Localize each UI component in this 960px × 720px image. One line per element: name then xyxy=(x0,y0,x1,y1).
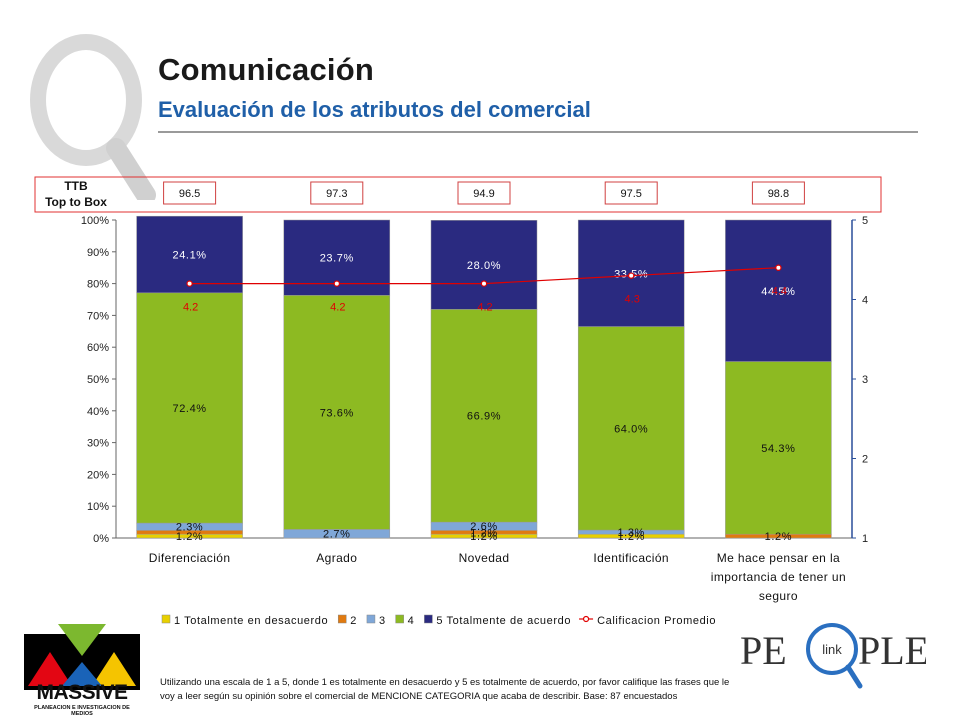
people-link-logo: PE link PLE xyxy=(740,623,926,689)
bar-value-label: 2.3% xyxy=(176,522,203,534)
legend-label: 2 xyxy=(350,615,357,627)
bar-value-label: 24.1% xyxy=(172,250,206,262)
bar-segment xyxy=(430,220,538,310)
y-right-tick-label: 5 xyxy=(862,215,868,227)
average-point xyxy=(480,280,488,287)
ttb-value-box xyxy=(604,181,658,205)
ttb-value: 98.8 xyxy=(768,188,789,200)
average-label: 4.2 xyxy=(183,302,198,314)
magnifier-q-icon xyxy=(30,34,156,200)
bar-value-label: 44.5% xyxy=(761,286,795,298)
y-right-tick-label: 2 xyxy=(862,454,868,466)
ttb-value-box xyxy=(163,181,217,205)
bar-value-label: 64.0% xyxy=(614,423,648,435)
y-left-tick-label: 40% xyxy=(87,406,109,418)
y-left-tick-label: 20% xyxy=(87,469,109,481)
title-divider xyxy=(158,131,918,133)
massive-wordmark: MASSIVE xyxy=(36,681,128,704)
ttb-label-line1: TTB xyxy=(64,179,88,193)
y-left-tick-label: 30% xyxy=(87,438,109,450)
bar-segment xyxy=(577,326,685,531)
y-left-tick-label: 10% xyxy=(87,501,109,513)
ttb-value-box xyxy=(457,181,511,205)
massive-logo xyxy=(24,624,140,690)
average-label: 4.2 xyxy=(477,302,492,314)
bar-segment xyxy=(136,215,243,294)
x-tick-label: Diferenciación xyxy=(149,551,231,565)
legend-swatch xyxy=(366,614,376,624)
x-tick-label: seguro xyxy=(759,589,798,603)
ttb-value: 97.5 xyxy=(620,188,641,200)
legend-swatch xyxy=(582,615,590,623)
ttb-value: 94.9 xyxy=(473,188,494,200)
average-point xyxy=(775,264,782,271)
bar-value-label: 1.2% xyxy=(617,531,644,543)
x-tick-label: Novedad xyxy=(459,551,510,565)
x-tick-label: importancia de tener un xyxy=(711,570,846,584)
x-tick-label: Identificación xyxy=(593,551,669,565)
bar-value-label: 54.3% xyxy=(761,443,795,455)
ttb-box xyxy=(34,176,882,213)
y-left-tick-label: 80% xyxy=(87,279,109,291)
average-point xyxy=(628,272,635,279)
legend-label: 1 Totalmente en desacuerdo xyxy=(174,615,328,627)
average-point xyxy=(186,280,193,287)
average-point xyxy=(333,280,340,287)
y-right-tick-label: 3 xyxy=(862,374,868,386)
legend-label: 5 Totalmente de acuerdo xyxy=(436,615,571,627)
y-right-tick-label: 1 xyxy=(862,533,868,545)
average-label: 4.3 xyxy=(625,294,640,306)
bar-value-label: 28.0% xyxy=(467,260,501,272)
ttb-value-box xyxy=(751,181,805,205)
people-right-text: PLE xyxy=(858,628,926,673)
bar-value-label: 72.4% xyxy=(172,403,206,415)
y-left-tick-label: 70% xyxy=(87,310,109,322)
legend-swatch xyxy=(395,614,404,624)
bar-value-label: 23.7% xyxy=(320,253,354,265)
footnote-line-2: voy a leer según su opinión sobre el com… xyxy=(160,691,678,702)
ttb-value-box xyxy=(310,181,364,205)
average-label: 4.4 xyxy=(772,286,787,298)
people-mid-text: link xyxy=(822,642,842,657)
x-tick-label: Me hace pensar en la xyxy=(717,551,840,565)
page-title: Comunicación xyxy=(158,52,374,87)
bar-value-label: 1.2% xyxy=(470,531,497,543)
y-left-tick-label: 90% xyxy=(87,247,109,259)
bar-segment xyxy=(430,309,538,523)
people-left-text: PE xyxy=(740,628,787,673)
bar-value-label: 2.6% xyxy=(470,521,497,533)
massive-tagline: PLANEACION E INVESTIGACION DE MEDIOS xyxy=(34,705,130,717)
legend-label: Calificacion Promedio xyxy=(597,615,716,627)
ttb-label-line2: Top to Box xyxy=(45,195,107,209)
bar-value-label: 2.7% xyxy=(323,529,350,541)
legend-swatch xyxy=(337,614,347,624)
x-tick-label: Agrado xyxy=(316,551,357,565)
bar-value-label: 1.3% xyxy=(617,527,644,539)
bar-segment xyxy=(725,361,832,535)
y-right-tick-label: 4 xyxy=(862,295,868,307)
legend-label: 4 xyxy=(408,615,415,627)
ttb-value: 97.3 xyxy=(326,188,347,200)
bar-value-label: 1.2% xyxy=(470,527,497,539)
y-left-tick-label: 0% xyxy=(93,533,109,545)
bar-value-label: 1.2% xyxy=(765,531,792,543)
bar-segment xyxy=(725,219,832,362)
average-label: 4.2 xyxy=(330,302,345,314)
y-left-tick-label: 60% xyxy=(87,342,109,354)
footnote: Utilizando una escala de 1 a 5, donde 1 … xyxy=(160,676,850,704)
bar-segment xyxy=(283,295,391,530)
y-left-tick-label: 50% xyxy=(87,374,109,386)
bar-value-label: 73.6% xyxy=(320,407,354,419)
legend-swatch xyxy=(424,614,433,624)
legend-label: 3 xyxy=(379,615,386,627)
legend-swatch xyxy=(161,614,171,624)
bar-value-label: 1.2% xyxy=(176,531,203,543)
footnote-line-1: Utilizando una escala de 1 a 5, donde 1 … xyxy=(160,677,730,688)
page-subtitle: Evaluación de los atributos del comercia… xyxy=(158,97,591,122)
ttb-value: 96.5 xyxy=(179,188,200,200)
y-left-tick-label: 100% xyxy=(81,215,109,227)
bar-value-label: 66.9% xyxy=(467,411,501,423)
bar-segment xyxy=(136,292,243,524)
